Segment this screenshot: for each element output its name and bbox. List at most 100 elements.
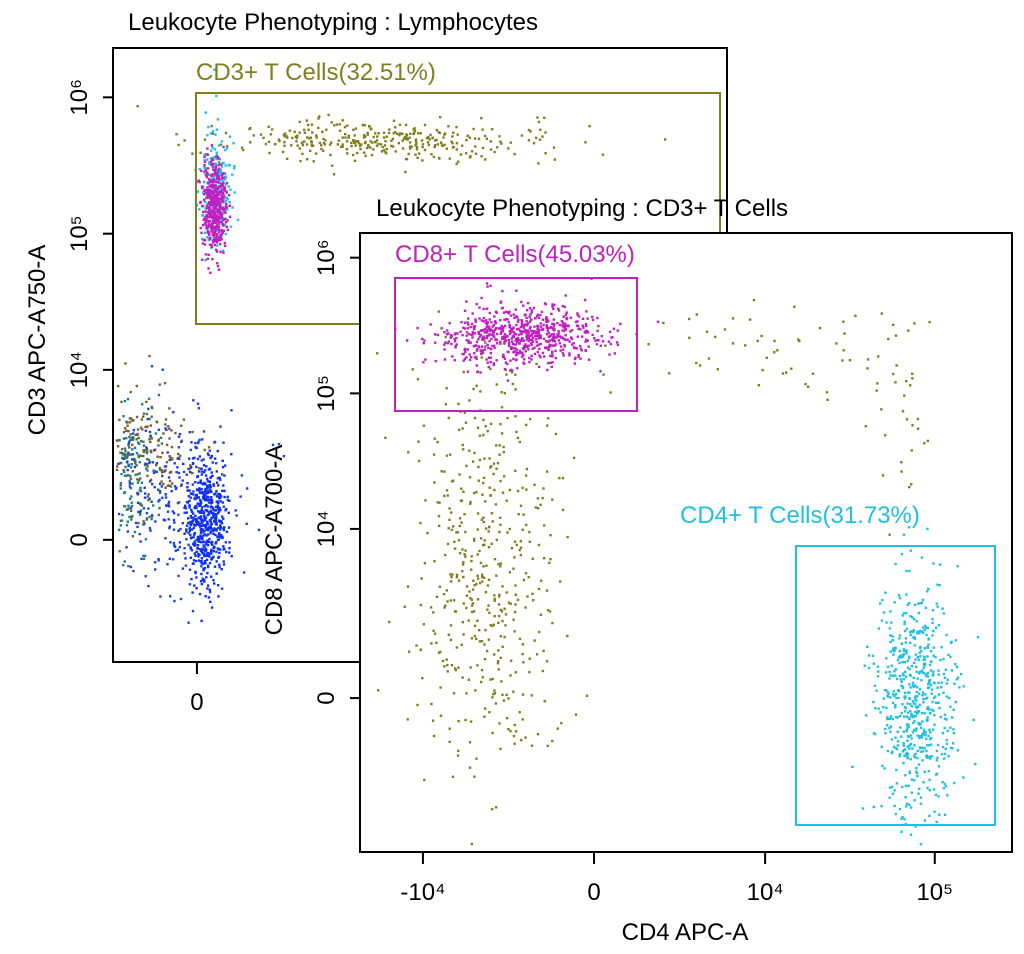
event-dot — [904, 695, 907, 698]
event-dot — [547, 361, 550, 365]
event-dot — [212, 238, 216, 242]
event-dot — [372, 135, 375, 139]
event-dot — [545, 324, 548, 327]
event-dot — [917, 658, 920, 661]
event-dot — [128, 482, 132, 485]
event-dot — [200, 565, 203, 568]
event-dot — [128, 440, 131, 443]
event-dot — [524, 350, 527, 353]
event-dot — [477, 345, 480, 348]
event-dot — [218, 551, 221, 555]
event-dot — [305, 119, 308, 122]
event-dot — [283, 141, 286, 144]
event-dot — [185, 538, 188, 541]
event-dot — [907, 725, 910, 728]
event-dot — [201, 187, 204, 190]
event-dot — [497, 621, 500, 625]
event-dot — [220, 177, 223, 180]
event-dot — [931, 617, 934, 621]
event-dot — [210, 552, 213, 555]
event-dot — [158, 482, 162, 485]
event-dot — [572, 456, 576, 459]
events — [115, 68, 667, 624]
event-dot — [916, 695, 919, 698]
event-dot — [211, 257, 214, 261]
event-dot — [468, 766, 472, 769]
event-dot — [549, 534, 552, 537]
event-dot — [542, 323, 545, 327]
event-dot — [485, 319, 488, 322]
event-dot — [910, 712, 913, 716]
event-dot — [916, 749, 920, 753]
event-dot — [457, 428, 461, 432]
event-dot — [514, 603, 517, 606]
event-dot — [439, 714, 443, 717]
event-dot — [180, 440, 183, 444]
event-dot — [488, 711, 491, 714]
event-dot — [565, 324, 568, 328]
event-dot — [514, 469, 517, 472]
event-dot — [130, 518, 133, 521]
event-dot — [905, 418, 909, 421]
event-dot — [898, 637, 901, 640]
event-dot — [555, 336, 559, 339]
event-dot — [915, 767, 918, 770]
event-dot — [136, 525, 139, 529]
event-dot — [148, 515, 151, 519]
event-dot — [220, 521, 224, 525]
event-dot — [757, 384, 761, 387]
event-dot — [186, 482, 189, 485]
event-dot — [148, 417, 151, 421]
event-dot — [268, 151, 271, 155]
event-dot — [212, 550, 215, 553]
event-dot — [209, 505, 212, 508]
gate — [795, 545, 996, 826]
event-dot — [130, 504, 134, 508]
event-dot — [327, 113, 330, 117]
event-dot — [485, 307, 489, 310]
event-dot — [150, 451, 153, 454]
event-dot — [910, 705, 914, 708]
event-dot — [462, 490, 465, 493]
event-dot — [893, 804, 896, 808]
event-dot — [118, 550, 121, 553]
event-dot — [535, 362, 538, 366]
event-dot — [581, 317, 585, 320]
event-dot — [507, 339, 510, 342]
event-dot — [521, 643, 525, 646]
event-dot — [612, 327, 616, 330]
event-dot — [194, 514, 197, 517]
event-dot — [161, 496, 164, 499]
event-dot — [585, 310, 588, 313]
event-dot — [899, 726, 902, 729]
event-dot — [522, 513, 525, 516]
event-dot — [478, 581, 482, 585]
event-dot — [913, 754, 916, 757]
event-dot — [202, 569, 205, 572]
event-dot — [913, 799, 916, 802]
event-dot — [515, 543, 518, 547]
event-dot — [136, 501, 140, 504]
event-dot — [484, 527, 488, 530]
event-dot — [543, 116, 546, 119]
event-dot — [507, 344, 511, 347]
event-dot — [536, 326, 540, 330]
event-dot — [892, 647, 895, 650]
event-dot — [552, 332, 555, 336]
event-dot — [206, 134, 209, 137]
event-dot — [191, 609, 195, 613]
event-dot — [494, 310, 498, 313]
event-dot — [212, 221, 216, 224]
event-dot — [872, 662, 875, 665]
event-dot — [202, 185, 205, 188]
event-dot — [203, 160, 207, 163]
event-dot — [497, 668, 500, 671]
event-dot — [264, 142, 268, 146]
event-dot — [226, 198, 229, 201]
event-dot — [218, 220, 221, 223]
event-dot — [698, 364, 702, 367]
event-dot — [911, 372, 914, 375]
event-dot — [188, 431, 191, 434]
event-dot — [454, 346, 457, 349]
event-dot — [155, 470, 158, 474]
